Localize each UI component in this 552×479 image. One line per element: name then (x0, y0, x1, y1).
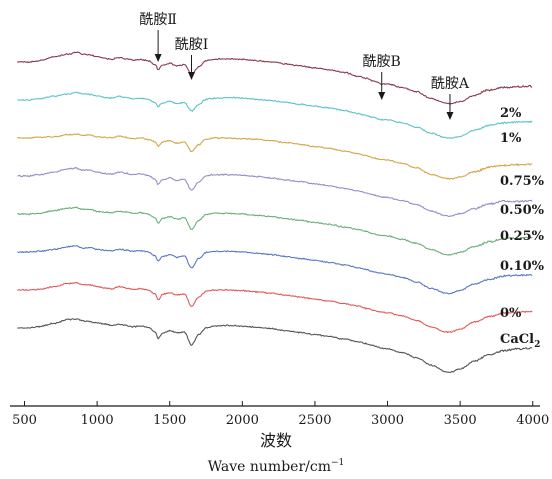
series-label-layer: 2% 1% 0.75% 0.50% 0.25% 0.10% 0% CaCl2 (500, 106, 545, 350)
x-tick-label: 2500 (298, 413, 331, 428)
annotation-arrow-head (188, 72, 196, 80)
spectrum-line-1 (17, 51, 533, 105)
spectrum-line-4 (17, 167, 533, 218)
x-tick-label: 3500 (444, 413, 477, 428)
series-label: 0.25% (500, 229, 545, 244)
annotation-label: 酰胺A (431, 76, 470, 92)
x-axis-ticks: 500 1000 1500 2000 2500 3000 3500 4000 (12, 401, 549, 428)
annotation-label: 酰胺Ⅱ (139, 12, 177, 28)
x-tick-label: 500 (12, 413, 37, 428)
annotation-arrow-head (446, 112, 454, 120)
x-tick-label: 2000 (226, 413, 259, 428)
series-layer (16, 51, 533, 373)
x-axis-label-unit-superscript: −1 (331, 458, 344, 468)
x-tick-label: 1500 (153, 413, 186, 428)
series-label: 0.50% (500, 203, 545, 218)
x-tick-label: 4000 (516, 413, 549, 428)
series-label: 0.10% (500, 259, 545, 274)
spectrum-line-2 (17, 91, 533, 139)
spectrum-line-7 (17, 282, 533, 334)
annotation-layer: 酰胺Ⅱ 酰胺Ⅰ 酰胺B 酰胺A (139, 12, 470, 120)
spectrum-line-3 (17, 133, 533, 180)
x-tick-label: 3000 (371, 413, 404, 428)
x-axis-label-chinese: 波数 (260, 431, 292, 450)
series-label-subscript: 2 (534, 340, 540, 350)
spectrum-line-6 (17, 245, 533, 295)
series-label: 1% (500, 131, 522, 146)
annotation-label: 酰胺Ⅰ (175, 37, 209, 53)
annotation-arrow-head (154, 54, 162, 62)
x-axis-label-english-text: Wave number/cm (208, 459, 331, 475)
annotation-label: 酰胺B (363, 54, 401, 70)
series-label: CaCl2 (500, 332, 540, 350)
series-label: 0% (500, 306, 522, 321)
spectrum-line-5 (16, 206, 533, 256)
series-label: 0.75% (500, 174, 545, 189)
spectrum-line-8 (17, 318, 533, 373)
annotation-arrow-head (378, 92, 386, 100)
x-axis-label-english: Wave number/cm−1 (208, 458, 345, 475)
x-tick-label: 1000 (81, 413, 114, 428)
series-label: 2% (500, 106, 522, 121)
